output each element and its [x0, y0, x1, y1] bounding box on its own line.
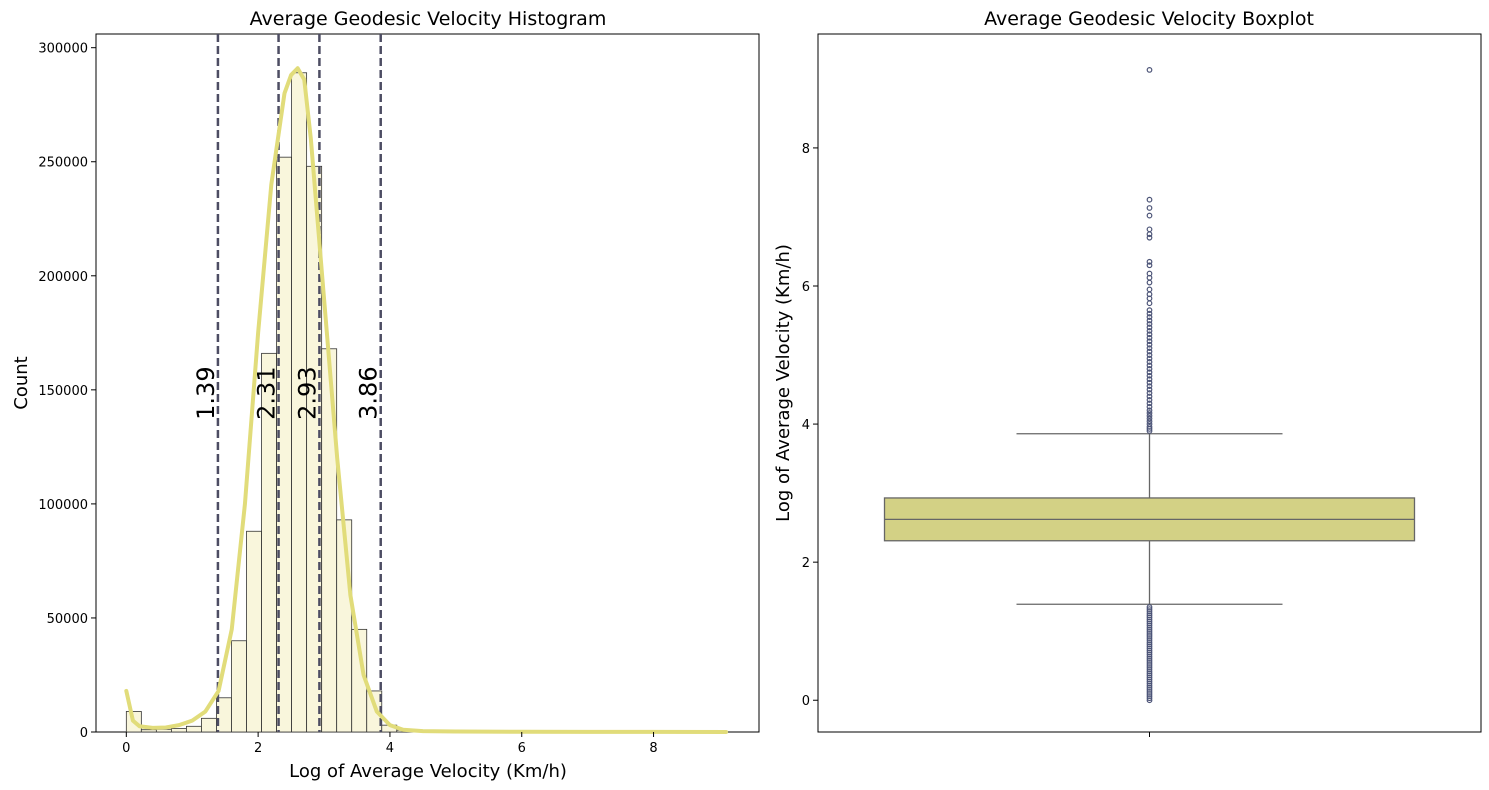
histogram-bar [216, 697, 232, 733]
y-tick-label: 300000 [38, 42, 88, 57]
outlier-point [1146, 270, 1153, 277]
outlier-point [1146, 369, 1153, 376]
boxplot-title: Average Geodesic Velocity Boxplot [984, 8, 1314, 30]
y-tick-label: 4 [802, 418, 810, 433]
histogram-bar [201, 717, 217, 733]
outlier-point [1146, 327, 1153, 334]
outlier-point [1146, 372, 1153, 379]
outlier-point [1146, 410, 1153, 416]
histogram-bar [140, 729, 157, 733]
histogram-bar [231, 640, 247, 733]
outlier-point [1146, 604, 1153, 610]
boxplot-ylabel: Log of Average Velocity (Km/h) [773, 244, 794, 522]
outlier-point [1146, 212, 1153, 219]
outlier-point [1146, 234, 1153, 241]
outlier-point [1146, 423, 1153, 430]
boxplot-plot-area: 0 2 4 6 8 [802, 33, 1482, 737]
outlier-point [1146, 262, 1153, 269]
y-tick-label: 50000 [47, 612, 88, 627]
outlier-point [1146, 341, 1153, 348]
outlier-point [1146, 606, 1153, 613]
outlier-point [1146, 415, 1153, 422]
y-tick-label: 250000 [38, 156, 88, 171]
outlier-point [1146, 310, 1153, 317]
outlier-point [1146, 286, 1153, 293]
outlier-point [1146, 300, 1153, 307]
y-tick-label: 150000 [38, 384, 88, 399]
kde-curve [124, 66, 729, 734]
outlier-point [1146, 352, 1153, 358]
x-tick-label: 8 [649, 741, 657, 756]
histogram-panel: Average Geodesic Velocity Histogram 1.39… [11, 8, 760, 782]
outlier-point [1146, 321, 1153, 327]
outlier-point [1146, 226, 1153, 233]
outlier-point [1146, 279, 1153, 286]
outlier-point [1146, 397, 1153, 403]
vline-label: 3.86 [355, 366, 383, 419]
outlier-point [1146, 359, 1153, 365]
outlier-point [1146, 331, 1153, 338]
outlier-point [1146, 334, 1153, 341]
y-tick-label: 2 [802, 556, 810, 571]
histogram-ylabel: Count [11, 356, 32, 409]
outlier-point [1146, 407, 1153, 414]
outlier-point [1146, 393, 1153, 400]
outlier-point [1146, 67, 1153, 73]
outlier-point [1146, 376, 1153, 383]
y-tick-label: 100000 [38, 498, 88, 513]
x-tick-label: 2 [254, 741, 262, 756]
outlier-point [1146, 345, 1153, 352]
x-tick-label: 6 [518, 741, 526, 756]
outlier-point [1146, 386, 1153, 393]
histogram-xlabel: Log of Average Velocity (Km/h) [289, 761, 567, 782]
outlier-point [1146, 205, 1153, 211]
x-tick-label: 4 [386, 741, 394, 756]
outlier-point [1146, 403, 1153, 410]
outlier-point [1146, 379, 1153, 386]
histogram-bar [186, 725, 202, 733]
y-tick-label: 0 [80, 726, 88, 741]
outlier-point [1146, 418, 1153, 425]
histogram-title: Average Geodesic Velocity Histogram [250, 8, 607, 30]
boxplot-panel: Average Geodesic Velocity Boxplot 02468 … [773, 8, 1482, 737]
histogram-plot-area: 1.39 2.31 2.93 3.86 0 2 4 6 8 0 50000 100000 150000 2… [38, 33, 760, 756]
histogram-bar [246, 530, 262, 733]
outlier-point [1146, 365, 1153, 372]
outlier-point [1146, 324, 1153, 331]
outlier-point [1146, 317, 1153, 324]
outlier-point [1146, 355, 1153, 362]
outlier-point [1146, 314, 1153, 320]
outlier-point [1146, 362, 1153, 369]
y-tick-label: 0 [802, 694, 810, 709]
outlier-point [1146, 307, 1153, 314]
outlier-point [1146, 383, 1153, 390]
outlier-point [1146, 348, 1153, 355]
outlier-point [1146, 196, 1153, 203]
y-tick-label: 6 [802, 280, 810, 295]
outlier-point [1146, 400, 1153, 407]
outlier-point [1146, 258, 1153, 265]
x-tick-label: 0 [122, 741, 130, 756]
vline-label: 2.93 [293, 366, 321, 419]
outlier-point [1146, 338, 1153, 345]
vline-label: 2.31 [253, 366, 281, 419]
outlier-point [1146, 412, 1153, 419]
y-tick-label: 200000 [38, 270, 88, 285]
histogram-bar [170, 728, 187, 733]
outlier-point [1146, 390, 1153, 396]
histogram-bar [336, 519, 353, 733]
outlier-point [1146, 421, 1153, 427]
y-tick-label: 8 [802, 142, 810, 157]
vline-label: 1.39 [192, 366, 220, 419]
